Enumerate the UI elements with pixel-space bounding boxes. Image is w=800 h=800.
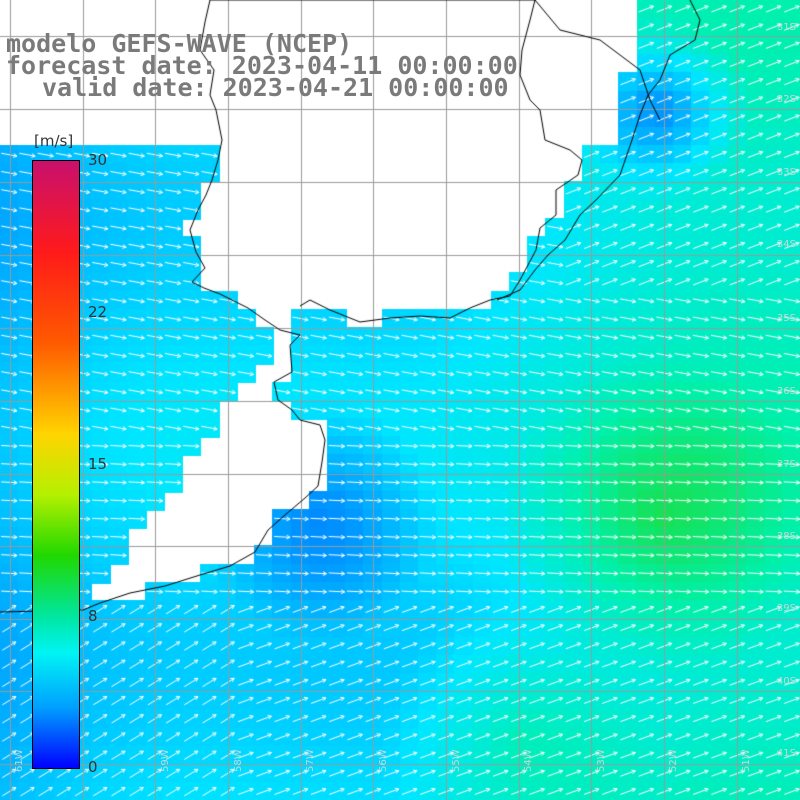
lon-label: 55W <box>451 749 462 772</box>
colorbar-tick: 15 <box>88 455 108 473</box>
lon-label: 52W <box>668 749 679 772</box>
lon-label: 61W <box>14 749 25 772</box>
lon-label: 51W <box>741 749 752 772</box>
model-title: modelo GEFS-WAVE (NCEP) <box>6 29 353 58</box>
unit-label: [m/s] <box>34 132 74 150</box>
colorbar <box>32 160 80 769</box>
lat-label: 34S <box>776 239 796 250</box>
lat-label: 37S <box>776 459 796 470</box>
lat-label: 32S <box>776 94 796 105</box>
valid-date: valid date: 2023-04-21 00:00:00 <box>42 73 509 102</box>
forecast-date: forecast date: 2023-04-11 00:00:00 <box>6 51 518 80</box>
colorbar-tick: 30 <box>88 151 108 169</box>
lon-label: 56W <box>378 749 389 772</box>
colorbar-tick: 8 <box>88 607 98 625</box>
lat-label: 31S <box>776 22 796 33</box>
lon-label: 58W <box>233 749 244 772</box>
colorbar-tick: 22 <box>88 303 108 321</box>
lat-label: 38S <box>776 531 796 542</box>
lon-label: 57W <box>305 749 316 772</box>
colorbar-tick: 0 <box>88 758 98 776</box>
lon-label: 59W <box>160 749 171 772</box>
lat-label: 33S <box>776 167 796 178</box>
lat-label: 36S <box>776 386 796 397</box>
lat-label: 39S <box>776 603 796 614</box>
lon-label: 53W <box>596 749 607 772</box>
lat-label: 35S <box>776 313 796 324</box>
lat-label: 41S <box>776 748 796 759</box>
lat-label: 40S <box>776 676 796 687</box>
lon-label: 54W <box>523 749 534 772</box>
